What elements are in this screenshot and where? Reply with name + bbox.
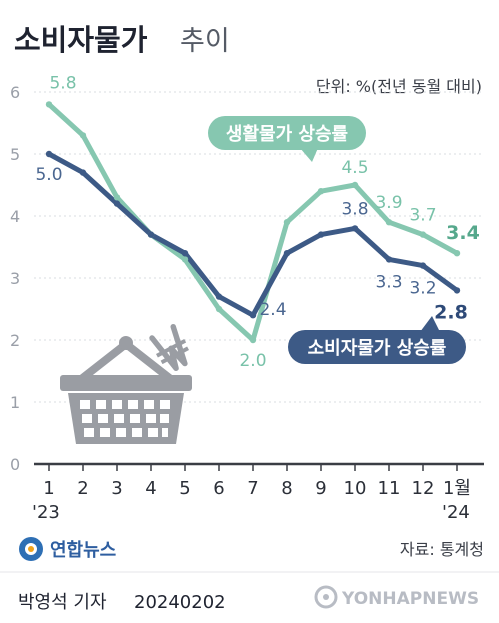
- data-label-consumer-price: 2.4: [259, 300, 286, 320]
- x-tick-label: 8: [281, 478, 292, 499]
- data-label-living-cost: 5.8: [49, 73, 76, 93]
- data-point-consumer-price: [215, 293, 223, 300]
- x-tick-label: 1월: [443, 478, 471, 499]
- y-axis: 0 1 2 3 4 5 6: [10, 83, 20, 474]
- x-tick-label: 7: [247, 478, 258, 499]
- watermark-logo-icon: [314, 585, 338, 609]
- unit-note: 단위: %(전년 동월 대비): [316, 77, 482, 96]
- x-tick-label: 5: [179, 478, 190, 499]
- x-tick-label: 4: [145, 478, 156, 499]
- data-label-living-cost: 3.4: [446, 222, 480, 244]
- data-label-living-cost: 2.0: [239, 351, 266, 371]
- data-point-living-cost: [419, 231, 427, 238]
- data-label-consumer-price: 3.3: [375, 272, 402, 292]
- data-point-living-cost: [453, 250, 461, 257]
- x-tick-label: 10: [344, 478, 367, 499]
- data-point-consumer-price: [113, 200, 121, 207]
- source-note: 자료: 통계청: [400, 540, 484, 559]
- data-labels: 5.8 2.0 4.5 3.9 3.7 3.4 5.0 2.4 3.8 3.3 3.22.8: [35, 73, 479, 371]
- data-points: [45, 101, 461, 344]
- data-point-living-cost: [385, 219, 393, 226]
- y-tick-label: 6: [10, 83, 20, 102]
- y-tick-label: 1: [10, 393, 20, 412]
- data-label-consumer-price: 3.8: [341, 199, 368, 219]
- data-point-consumer-price: [249, 312, 257, 319]
- data-point-living-cost: [215, 305, 223, 313]
- data-point-living-cost: [351, 181, 359, 189]
- data-point-living-cost: [283, 219, 291, 226]
- grid: [34, 91, 484, 403]
- watermark-text: YONHAPNEWS: [341, 589, 479, 609]
- y-tick-label: 5: [10, 145, 20, 164]
- y-tick-label: 2: [10, 331, 20, 350]
- data-label-living-cost: 3.9: [375, 193, 402, 213]
- data-point-consumer-price: [283, 250, 291, 257]
- year-label-end: '24: [442, 502, 470, 523]
- shopping-basket-icon: [60, 336, 192, 444]
- data-label-living-cost: 4.5: [341, 158, 368, 178]
- byline: 박영석 기자: [18, 592, 107, 613]
- data-point-consumer-price: [317, 231, 325, 238]
- data-label-consumer-price: 5.0: [35, 165, 62, 185]
- chart-title-main: 소비자물가: [14, 23, 148, 57]
- data-point-consumer-price: [181, 250, 189, 257]
- data-point-consumer-price: [419, 262, 427, 269]
- series-tag-consumer-price: 소비자물가 상승률: [288, 316, 466, 364]
- x-tick-label: 9: [315, 478, 326, 499]
- series-tag-living-cost-label: 생활물가 상승률: [226, 124, 348, 145]
- data-point-living-cost: [45, 101, 53, 108]
- chart-title-sub: 추이: [180, 26, 230, 57]
- data-point-living-cost: [79, 132, 87, 139]
- data-point-consumer-price: [351, 225, 359, 232]
- data-label-consumer-price: 2.8: [434, 301, 468, 323]
- series-tag-consumer-price-label: 소비자물가 상승률: [308, 338, 447, 359]
- y-tick-label: 3: [10, 269, 20, 288]
- data-point-living-cost: [249, 336, 257, 344]
- won-sign-icon: [149, 323, 189, 371]
- x-tick-label: 1: [43, 478, 54, 499]
- data-label-consumer-price: 3.2: [409, 279, 436, 299]
- y-tick-label: 0: [10, 455, 20, 474]
- x-tick-label: 3: [111, 478, 122, 499]
- y-tick-label: 4: [10, 207, 20, 226]
- data-point-consumer-price: [385, 256, 393, 263]
- agency-name: 연합뉴스: [50, 539, 116, 561]
- x-tick-label: 11: [378, 478, 401, 499]
- x-tick-label: 2: [77, 478, 88, 499]
- year-label-start: '23: [32, 502, 60, 523]
- yonhap-logo-icon: [19, 537, 43, 561]
- publish-date: 20240202: [134, 592, 226, 613]
- data-label-living-cost: 3.7: [409, 206, 436, 226]
- data-point-consumer-price: [453, 287, 461, 294]
- data-point-consumer-price: [79, 169, 87, 176]
- data-point-living-cost: [317, 188, 325, 195]
- data-point-consumer-price: [45, 150, 53, 158]
- data-point-living-cost: [113, 194, 121, 201]
- series-tag-living-cost: 생활물가 상승률: [208, 116, 366, 162]
- x-axis: 1 2 3 4 5 6 7 8 9 10 11 12 1월: [43, 464, 471, 499]
- data-point-consumer-price: [147, 231, 155, 238]
- data-point-living-cost: [181, 256, 189, 263]
- x-tick-label: 6: [213, 478, 224, 499]
- x-tick-label: 12: [412, 478, 435, 499]
